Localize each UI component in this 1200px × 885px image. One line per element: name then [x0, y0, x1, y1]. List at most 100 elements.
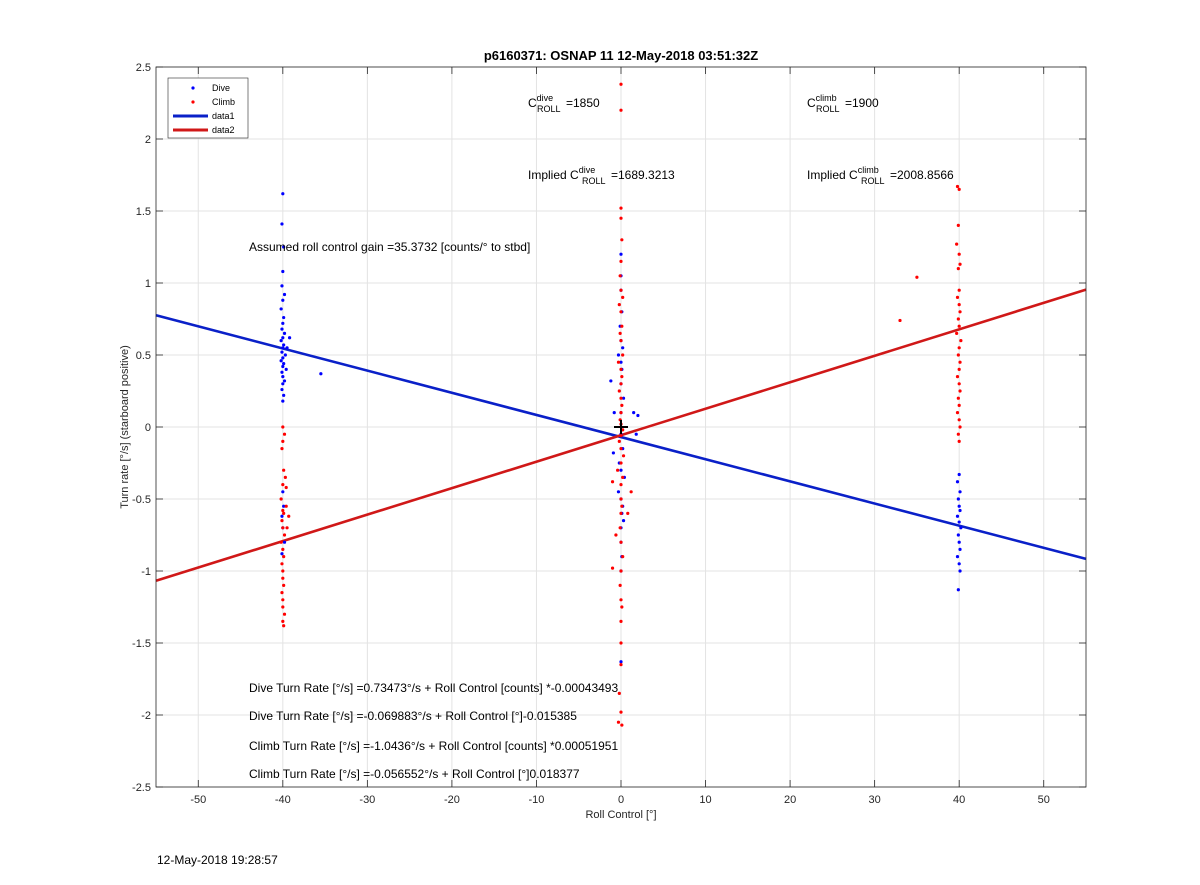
dive-point: [958, 569, 962, 573]
y-tick-label: -0.5: [132, 494, 151, 506]
dive-point: [612, 411, 616, 415]
climb-point: [281, 508, 285, 513]
implied-dive-sup: dive: [579, 165, 596, 175]
c-roll-dive-sup: dive: [537, 93, 554, 103]
climb-point: [287, 514, 291, 518]
dive-fit-counts-annotation: Dive Turn Rate [°/s] =0.73473°/s + Roll …: [249, 681, 618, 695]
dive-point: [282, 343, 286, 347]
origin-marker: [614, 420, 628, 434]
dive-point: [287, 336, 292, 340]
climb-fit-degrees-annotation: Climb Turn Rate [°/s] =-0.056552°/s + Ro…: [249, 767, 580, 781]
x-tick-label: 30: [869, 794, 881, 806]
dive-point: [282, 393, 286, 397]
climb-point: [959, 339, 963, 343]
dive-point: [958, 490, 962, 494]
dive-point: [957, 472, 961, 477]
climb-point: [281, 483, 285, 487]
dive-point: [619, 252, 623, 256]
x-tick-label: -40: [275, 794, 291, 806]
climb-point: [619, 82, 623, 86]
climb-point: [619, 310, 623, 314]
climb-point: [621, 353, 625, 357]
climb-point: [281, 576, 285, 580]
climb-point: [619, 396, 623, 400]
dive-point: [285, 346, 289, 350]
dive-fit-degrees-annotation: Dive Turn Rate [°/s] =-0.069883°/s + Rol…: [249, 709, 577, 723]
dive-point: [955, 555, 960, 559]
dive-point: [281, 298, 285, 302]
climb-point: [958, 360, 962, 364]
climb-point: [617, 439, 621, 443]
x-tick-label: -50: [190, 794, 206, 806]
y-tick-label: -2.5: [132, 782, 151, 794]
y-tick-label: 2.5: [136, 62, 151, 74]
dive-point: [281, 364, 285, 369]
dive-point: [957, 540, 961, 544]
climb-point: [957, 382, 961, 386]
climb-point: [619, 497, 623, 501]
climb-point: [957, 288, 961, 292]
c-roll-climb-sup: climb: [816, 93, 837, 103]
c-roll-climb-annotation: Cclimb ROLL =1900: [807, 93, 879, 114]
climb-point: [284, 485, 288, 490]
climb-point: [280, 447, 284, 451]
climb-point: [620, 324, 624, 328]
x-tick-label: 40: [953, 794, 965, 806]
climb-point: [281, 569, 285, 573]
dive-point: [636, 413, 640, 418]
climb-point: [618, 526, 622, 530]
climb-point: [619, 619, 623, 624]
dive-point: [280, 514, 284, 518]
legend-climb-marker: [191, 100, 195, 104]
dive-point: [957, 562, 961, 566]
dive-point: [955, 514, 960, 518]
dive-point: [958, 547, 962, 552]
dive-point: [281, 490, 285, 494]
legend-climb-label: Climb: [212, 97, 235, 107]
climb-point: [282, 624, 286, 628]
climb-point: [957, 303, 961, 307]
implied-c-roll-climb-annotation: Implied Cclimb ROLL =2008.8566: [807, 165, 954, 186]
climb-point: [956, 317, 960, 321]
climb-point: [619, 382, 623, 386]
y-tick-label: 0.5: [136, 350, 151, 362]
climb-point: [620, 403, 624, 407]
climb-point: [616, 360, 621, 364]
climb-point: [619, 434, 623, 438]
climb-point: [957, 346, 961, 350]
climb-point: [280, 562, 284, 566]
climb-point: [957, 367, 961, 371]
climb-point: [617, 303, 621, 307]
climb-point: [619, 447, 623, 451]
climb-point: [619, 288, 623, 292]
climb-points: [279, 82, 963, 727]
roll-gain-annotation: Assumed roll control gain =35.3732 [coun…: [249, 240, 530, 254]
dive-point: [616, 353, 621, 357]
climb-point: [958, 262, 962, 266]
climb-point: [629, 490, 633, 494]
dive-point: [280, 284, 284, 288]
climb-point: [282, 468, 286, 472]
dive-point: [621, 396, 626, 400]
climb-point: [621, 555, 625, 559]
dive-point: [282, 331, 287, 335]
climb-point: [620, 723, 624, 727]
c-roll-climb-base: C: [807, 96, 816, 110]
climb-point: [284, 504, 288, 508]
climb-point: [283, 475, 287, 479]
dive-point: [284, 367, 288, 371]
climb-point: [619, 569, 623, 573]
climb-point: [614, 533, 618, 537]
c-roll-climb-value: =1900: [845, 96, 879, 110]
y-tick-label: -1: [141, 566, 151, 578]
dive-point: [281, 269, 285, 274]
dive-point: [634, 432, 638, 436]
climb-point: [620, 375, 624, 379]
dive-point: [632, 411, 636, 415]
climb-point: [957, 324, 961, 328]
climb-point: [619, 641, 623, 645]
y-tick-label: 2: [145, 134, 151, 146]
dive-point: [281, 399, 285, 403]
dive-point: [281, 321, 285, 325]
dive-point: [282, 292, 287, 297]
